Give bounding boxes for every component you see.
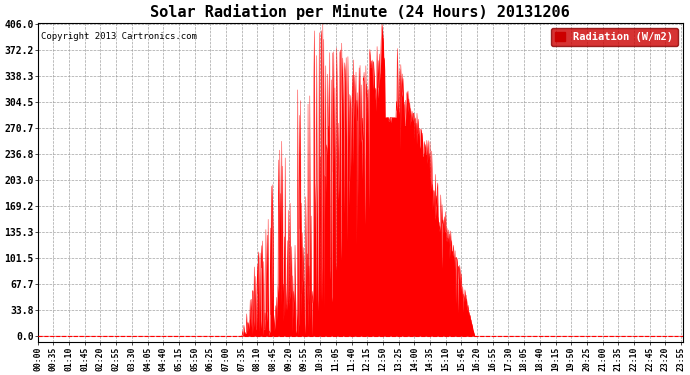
Legend: Radiation (W/m2): Radiation (W/m2) <box>551 28 678 46</box>
Title: Solar Radiation per Minute (24 Hours) 20131206: Solar Radiation per Minute (24 Hours) 20… <box>150 4 570 20</box>
Text: Copyright 2013 Cartronics.com: Copyright 2013 Cartronics.com <box>41 32 197 41</box>
